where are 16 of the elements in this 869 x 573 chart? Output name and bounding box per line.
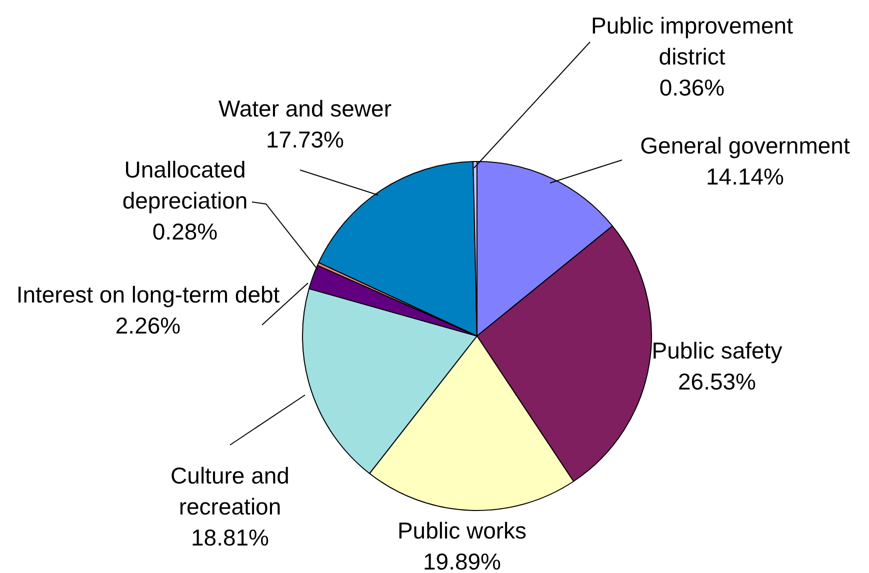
data-label: 26.53%	[678, 368, 756, 394]
data-label: 2.26%	[115, 312, 181, 338]
slice-label: Culture and recreation	[170, 462, 290, 520]
slice-label: Interest on long-term debt	[16, 281, 280, 308]
data-label: 18.81%	[190, 524, 270, 550]
data-label: 17.73%	[266, 126, 344, 152]
slice-label: Water and sewer	[218, 95, 392, 122]
data-label: 14.14%	[706, 163, 784, 190]
data-label: 19.89%	[422, 548, 502, 573]
slice-label: Public works	[397, 517, 527, 544]
slice-label: Public improvement district	[591, 12, 794, 70]
slice-label: General government	[640, 132, 850, 158]
slice-label: Unallocated depreciation	[122, 156, 248, 214]
slice-label: Public safety	[652, 337, 783, 364]
data-label: 0.28%	[152, 218, 218, 244]
data-label: 0.36%	[659, 74, 725, 100]
